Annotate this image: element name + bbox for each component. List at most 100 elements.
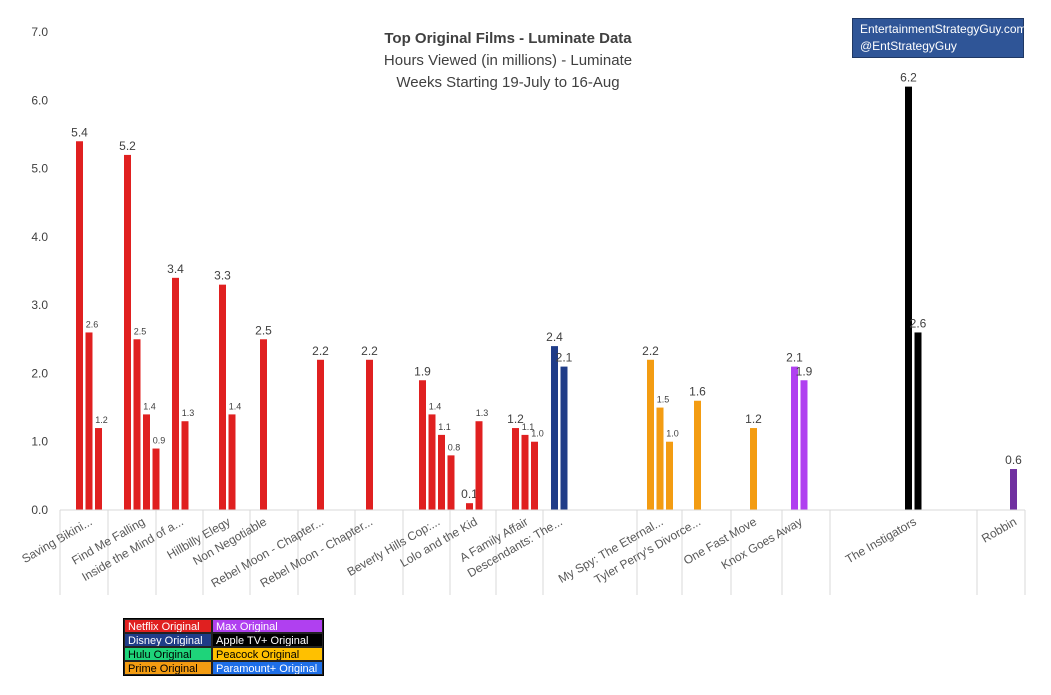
bar — [133, 339, 141, 510]
legend: Netflix Original Max Original Disney Origi… — [123, 618, 324, 676]
bar-value-label: 2.2 — [361, 344, 378, 358]
legend-item: Max Original — [212, 619, 323, 633]
bar-value-label: 1.3 — [476, 408, 489, 418]
bar-value-label: 0.6 — [1005, 453, 1022, 467]
bar — [419, 380, 426, 510]
bar — [219, 284, 226, 510]
bar-value-label: 2.2 — [312, 344, 329, 358]
legend-item: Peacock Original — [212, 647, 323, 661]
bar — [531, 441, 538, 510]
bar — [694, 400, 701, 510]
credit-website: EntertainmentStrategyGuy.com — [860, 22, 1027, 36]
chart-title: Top Original Films - Luminate Data — [384, 30, 632, 47]
bar-value-label: 1.9 — [796, 364, 813, 378]
bar-value-label: 1.1 — [438, 422, 451, 432]
bar — [521, 434, 529, 510]
bar-value-label: 3.3 — [214, 269, 231, 283]
legend-item: Netflix Original — [124, 619, 212, 633]
bar-value-label: 1.4 — [143, 401, 156, 411]
bar — [656, 407, 664, 510]
bar-value-label: 1.0 — [531, 429, 544, 439]
x-tick-label: The Instigators — [843, 514, 919, 566]
x-tick-label: Knox Goes Away — [719, 514, 805, 572]
bar — [560, 366, 568, 510]
chart-subtitle-2: Weeks Starting 19-July to 16-Aug — [396, 74, 619, 91]
y-tick-label: 5.0 — [31, 162, 48, 176]
bar — [647, 359, 654, 510]
legend-item: Disney Original — [124, 633, 212, 647]
bar — [317, 359, 324, 510]
credit-handle: @EntStrategyGuy — [860, 39, 957, 53]
bar — [447, 455, 455, 510]
bar — [143, 414, 150, 510]
bar-value-label: 5.2 — [119, 139, 136, 153]
bar-value-label: 6.2 — [900, 71, 917, 85]
bar — [791, 366, 798, 510]
y-tick-label: 1.0 — [31, 435, 48, 449]
y-tick-label: 3.0 — [31, 298, 48, 312]
bar — [428, 414, 436, 510]
bar — [181, 421, 189, 510]
bar — [551, 346, 558, 510]
legend-item: Paramount+ Original — [212, 661, 323, 675]
bar-value-label: 1.2 — [507, 412, 524, 426]
bar — [76, 141, 83, 510]
y-tick-label: 4.0 — [31, 230, 48, 244]
y-tick-label: 0.0 — [31, 503, 48, 517]
bar-value-label: 3.4 — [167, 262, 184, 276]
bar-value-label: 1.6 — [689, 385, 706, 399]
bar — [260, 339, 267, 510]
bar — [800, 380, 808, 510]
bar-value-label: 1.2 — [745, 412, 762, 426]
bar — [905, 86, 912, 510]
bar — [750, 428, 757, 510]
bar-value-label: 1.4 — [429, 401, 442, 411]
bar — [438, 434, 445, 510]
x-tick-label: Robbin — [979, 514, 1019, 545]
bar-value-label: 5.4 — [71, 125, 88, 139]
legend-item: Hulu Original — [124, 647, 212, 661]
bar — [95, 428, 102, 510]
bars: 5.4 2.6 1.2 5.2 2.5 1.4 0.9 3.4 1.3 3.3 1.4 2.5 2.2 2… — [71, 71, 1022, 510]
bar — [366, 359, 373, 510]
bar-value-label: 1.0 — [666, 429, 679, 439]
bar-value-label: 1.5 — [657, 395, 670, 405]
legend-item: Apple TV+ Original — [212, 633, 323, 647]
y-tick-label: 2.0 — [31, 366, 48, 380]
y-tick-label: 7.0 — [31, 25, 48, 39]
bar-value-label: 2.4 — [546, 330, 563, 344]
bar-value-label: 0.1 — [461, 487, 478, 501]
bar — [512, 428, 519, 510]
bar-value-label: 1.9 — [414, 364, 431, 378]
y-axis: 0.0 1.0 2.0 3.0 4.0 5.0 6.0 7.0 — [31, 25, 48, 517]
bar-value-label: 2.1 — [786, 351, 803, 365]
bar — [228, 414, 236, 510]
bar — [475, 421, 483, 510]
y-tick-label: 6.0 — [31, 93, 48, 107]
bar-value-label: 0.9 — [153, 436, 166, 446]
credit-box: EntertainmentStrategyGuy.com @EntStrateg… — [852, 18, 1027, 58]
bar-value-label: 2.6 — [86, 319, 99, 329]
bar — [85, 332, 93, 510]
bar-value-label: 1.2 — [95, 415, 108, 425]
bar-value-label: 0.8 — [448, 442, 461, 452]
chart-subtitle-1: Hours Viewed (in millions) - Luminate — [384, 52, 632, 69]
bar-value-label: 2.5 — [255, 323, 272, 337]
bar-value-label: 1.4 — [229, 401, 242, 411]
bar — [666, 441, 673, 510]
bar — [914, 332, 922, 510]
bar-value-label: 2.6 — [910, 316, 927, 330]
bar-value-label: 2.5 — [134, 326, 147, 336]
bar-value-label: 2.1 — [556, 351, 573, 365]
bar — [152, 448, 160, 510]
bar-value-label: 2.2 — [642, 344, 659, 358]
legend-item: Prime Original — [124, 661, 212, 675]
bar — [124, 154, 131, 510]
bar-value-label: 1.1 — [522, 422, 535, 432]
bar — [466, 503, 473, 510]
bar-value-label: 1.3 — [182, 408, 195, 418]
bar — [172, 277, 179, 510]
bar — [1010, 469, 1017, 510]
